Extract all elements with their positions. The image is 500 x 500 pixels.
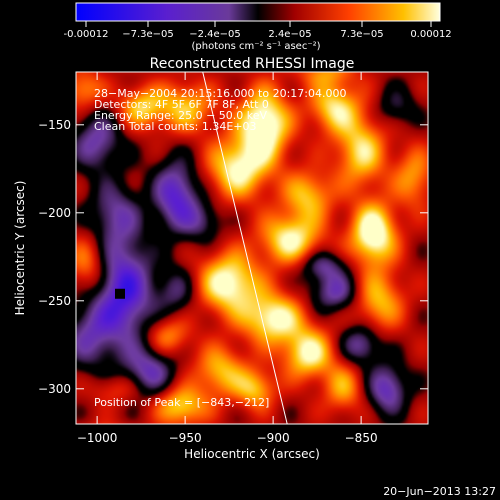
annotation-line: Energy Range: 25.0 − 50.0 keV <box>94 109 268 122</box>
colorbar-tick-label: 2.4e−05 <box>268 29 311 40</box>
colorbar-tick-label: −7.3e−05 <box>122 29 174 40</box>
y-tick-label: −250 <box>38 294 71 308</box>
colorbar-tick-label: 7.3e−05 <box>340 29 383 40</box>
colorbar <box>75 2 441 22</box>
heatmap-image <box>76 72 428 424</box>
x-tick-label: −900 <box>257 431 290 445</box>
x-axis-label: Heliocentric X (arcsec) <box>184 447 320 461</box>
x-tick-label: −1000 <box>77 431 118 445</box>
y-axis: −300 −250 −200 −150 <box>38 118 428 396</box>
x-tick-label: −950 <box>169 431 202 445</box>
peak-marker <box>115 288 125 299</box>
footer-date: 20−Jun−2013 13:27 <box>383 485 496 498</box>
annotation-line: Detectors: 4F 5F 6F 7F 8F, Att 0 <box>94 98 269 111</box>
annotation-line: 28−May−2004 20:15:16.000 to 20:17:04.000 <box>94 87 347 100</box>
x-tick-label: −850 <box>345 431 378 445</box>
colorbar-tick-label: −2.4e−05 <box>189 29 241 40</box>
annotations: 28−May−2004 20:15:16.000 to 20:17:04.000… <box>94 87 347 409</box>
chart-title: Reconstructed RHESSI Image <box>150 56 355 72</box>
y-tick-label: −300 <box>38 382 71 396</box>
y-axis-label: Heliocentric Y (arcsec) <box>13 181 27 316</box>
colorbar-units: (photons cm⁻² s⁻¹ asec⁻²) <box>191 41 320 52</box>
colorbar-tick-label: 0.00012 <box>410 29 451 40</box>
y-tick-label: −200 <box>38 206 71 220</box>
colorbar-tick-label: -0.00012 <box>64 29 109 40</box>
plot-frame <box>75 71 429 425</box>
limb-line <box>202 72 288 424</box>
colorbar-ticks: -0.00012 −7.3e−05 −2.4e−05 2.4e−05 7.3e−05 0.… <box>64 21 452 40</box>
x-axis: −1000 −950 −900 −850 <box>77 72 378 445</box>
annotation-line: Clean Total counts: 1.34E+03 <box>94 120 257 133</box>
peak-position-label: Position of Peak = [−843,−212] <box>94 396 269 409</box>
y-tick-label: −150 <box>38 118 71 132</box>
